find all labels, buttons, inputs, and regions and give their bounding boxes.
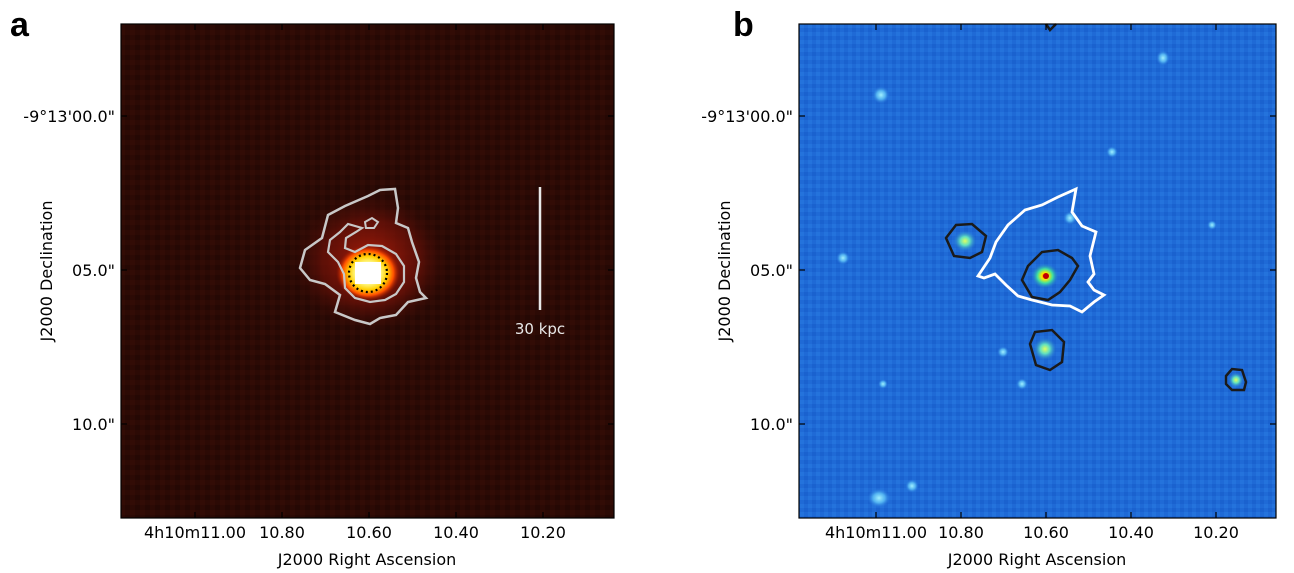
panel-a-xtick: 10.20 <box>520 523 566 542</box>
panel-b-image <box>799 24 1276 518</box>
panel-a-xtick: 10.40 <box>433 523 479 542</box>
panel-a-xtick: 4h10m11.00 <box>144 523 246 542</box>
panel-a-dotted-aperture <box>347 252 389 294</box>
panel-a-ytick: -9°13'00.0" <box>23 107 115 126</box>
panel-a-inner-contour <box>326 222 406 304</box>
panel-b-xtick: 10.40 <box>1108 523 1154 542</box>
panel-a-letter: a <box>10 6 30 44</box>
panel-a-xtick: 10.60 <box>346 523 392 542</box>
panel-b-xtick: 10.80 <box>938 523 984 542</box>
panel-b-xtick: 4h10m11.00 <box>825 523 927 542</box>
panel-b-ytick: 10.0" <box>750 415 793 434</box>
panel-a-ylabel: J2000 Declination <box>37 201 56 343</box>
panel-b-dark-contour <box>1020 248 1080 302</box>
panel-b-dark-contour <box>944 222 988 260</box>
panel-a-frame <box>120 23 615 519</box>
panel-a-outer-contour <box>298 187 429 326</box>
panel-a-xtick: 10.80 <box>259 523 305 542</box>
panel-a-xlabel: J2000 Right Ascension <box>277 550 457 569</box>
panel-a-scalebar-label: 30 kpc <box>515 320 565 338</box>
panel-b-dark-contour <box>1224 367 1248 392</box>
panel-a-image <box>121 24 614 518</box>
panel-b-ylabel: J2000 Declination <box>715 201 734 343</box>
panel-b: b <box>701 6 1277 569</box>
panel-a-small-contour <box>363 216 380 229</box>
panel-b-xtick: 10.20 <box>1193 523 1239 542</box>
panel-a-ytick: 05.0" <box>72 261 115 280</box>
panel-a: a 30 kpc 4h10m11.00 10.80 <box>10 6 615 569</box>
panel-b-ytick: 05.0" <box>750 261 793 280</box>
panel-a-ytick: 10.0" <box>72 415 115 434</box>
panel-a-tickmarks <box>121 24 614 518</box>
panel-b-frame <box>798 23 1277 519</box>
panel-b-xlabel: J2000 Right Ascension <box>947 550 1127 569</box>
panel-b-letter: b <box>733 6 754 44</box>
panel-b-dark-contour <box>1044 23 1057 32</box>
panel-b-tickmarks <box>799 24 1276 518</box>
panel-b-ytick: -9°13'00.0" <box>701 107 793 126</box>
panel-b-xtick: 10.60 <box>1023 523 1069 542</box>
panel-b-white-contour <box>975 186 1107 314</box>
panel-b-dark-contour <box>1028 328 1066 372</box>
